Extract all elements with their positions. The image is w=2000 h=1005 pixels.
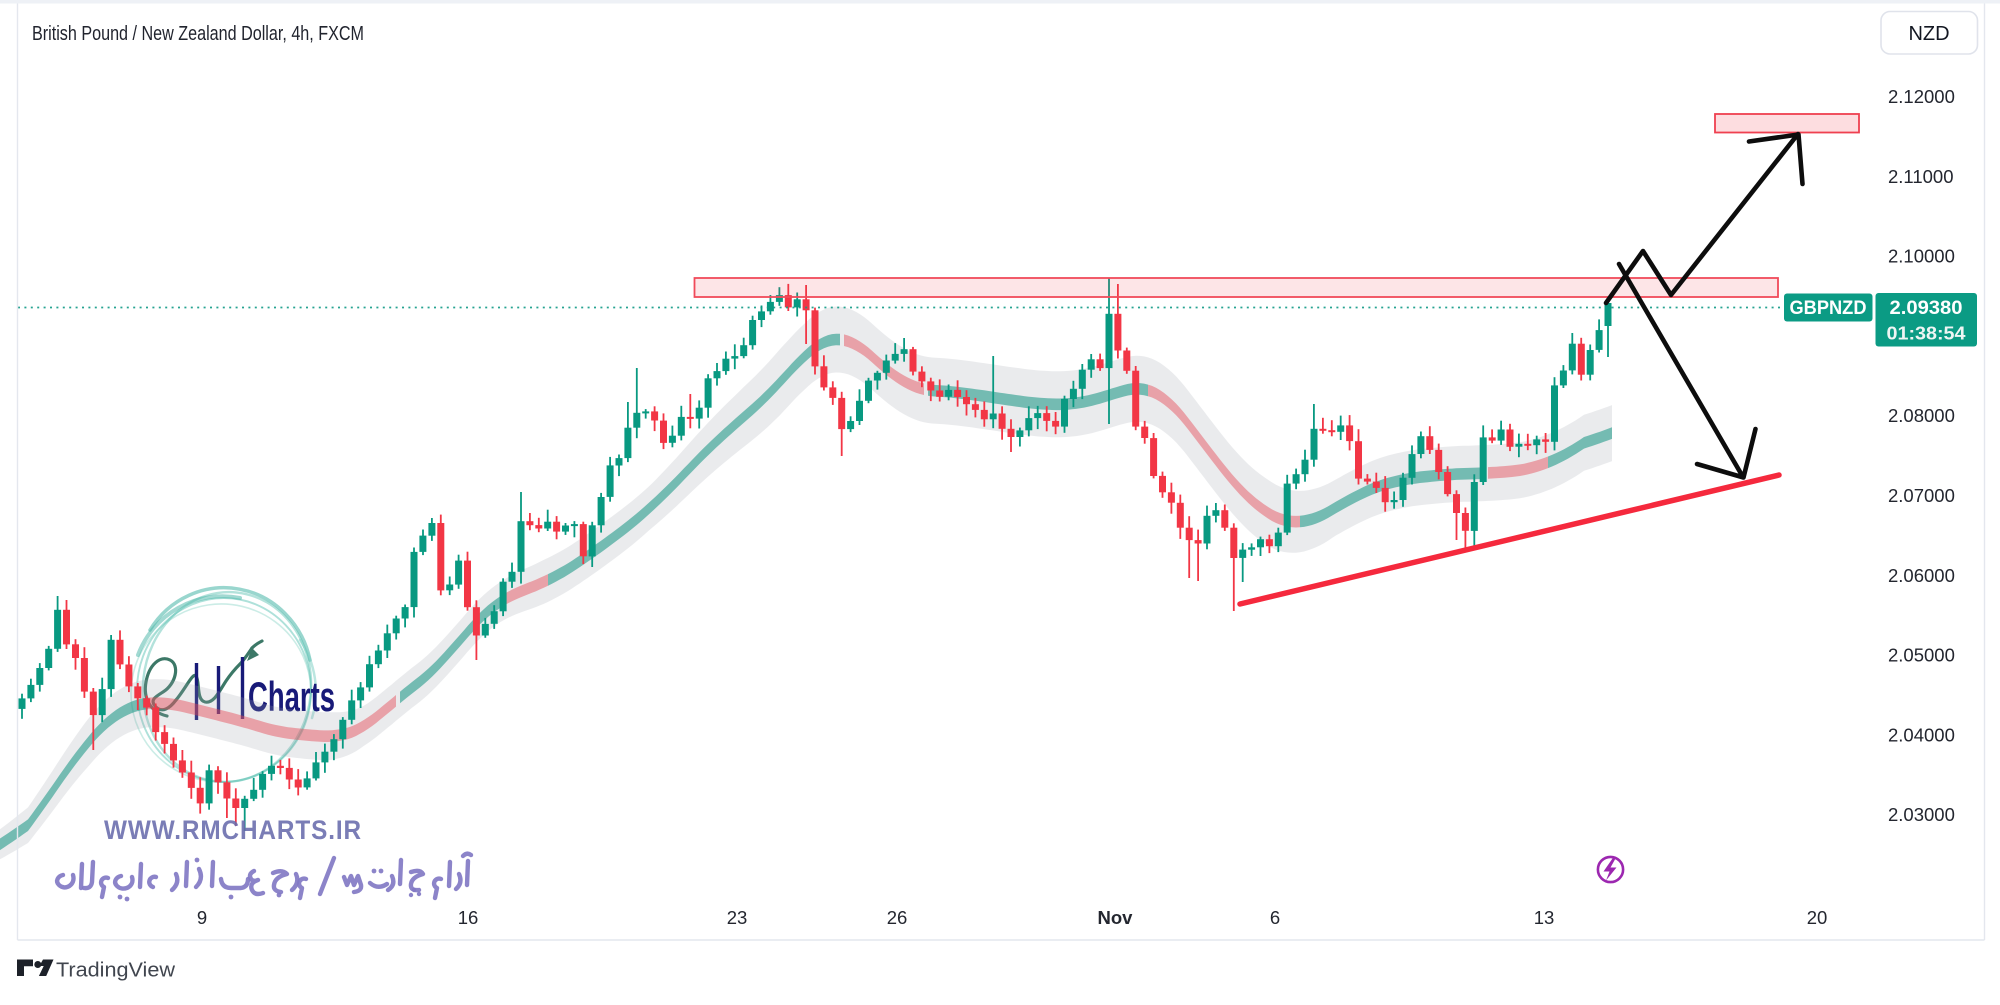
svg-text:9: 9 xyxy=(197,907,207,928)
svg-text:20: 20 xyxy=(1807,907,1828,928)
svg-text:16: 16 xyxy=(458,907,479,928)
svg-text:13: 13 xyxy=(1534,907,1555,928)
svg-text:2.08000: 2.08000 xyxy=(1888,405,1955,426)
svg-text:26: 26 xyxy=(887,907,908,928)
svg-text:2.09380: 2.09380 xyxy=(1890,298,1963,319)
svg-text:WWW.RMCHARTS.IR: WWW.RMCHARTS.IR xyxy=(104,815,362,845)
svg-text:2.05000: 2.05000 xyxy=(1888,645,1955,666)
svg-text:2.06000: 2.06000 xyxy=(1888,565,1955,586)
svg-text:NZD: NZD xyxy=(1908,23,1949,45)
svg-text:2.04000: 2.04000 xyxy=(1888,724,1955,745)
svg-text:23: 23 xyxy=(727,907,748,928)
svg-text:TradingView: TradingView xyxy=(56,960,176,982)
svg-text:GBPNZD: GBPNZD xyxy=(1790,298,1867,319)
svg-text:2.07000: 2.07000 xyxy=(1888,485,1955,506)
svg-text:British Pound / New Zealand Do: British Pound / New Zealand Dollar, 4h, … xyxy=(32,23,364,45)
svg-text:01:38:54: 01:38:54 xyxy=(1887,323,1967,344)
svg-text:2.03000: 2.03000 xyxy=(1888,804,1955,825)
svg-text:Charts: Charts xyxy=(248,673,335,720)
svg-text:6: 6 xyxy=(1270,907,1280,928)
svg-text:2.11000: 2.11000 xyxy=(1888,166,1954,187)
svg-text:Nov: Nov xyxy=(1098,907,1134,928)
svg-text:2.12000: 2.12000 xyxy=(1888,86,1955,107)
svg-text:2.10000: 2.10000 xyxy=(1888,246,1955,267)
